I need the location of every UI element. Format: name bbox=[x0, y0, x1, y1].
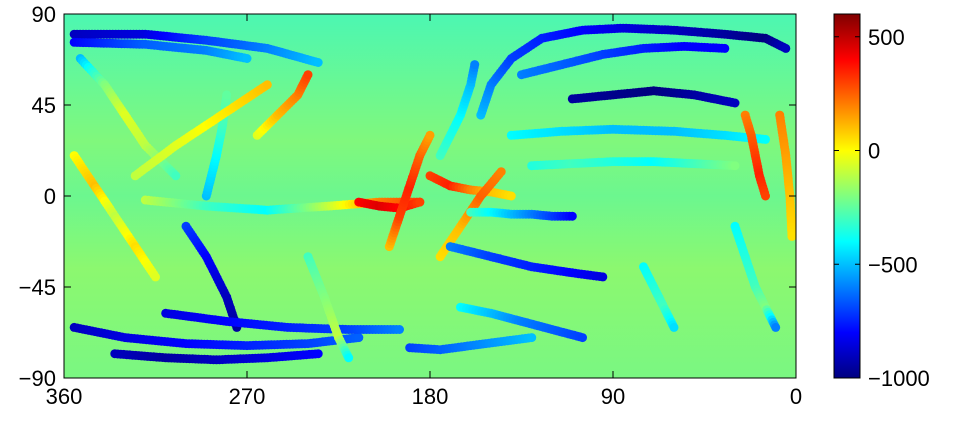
colorbar-tick-label: −1000 bbox=[868, 366, 930, 391]
data-point bbox=[354, 333, 364, 343]
data-point bbox=[720, 43, 730, 53]
y-tick-label: 90 bbox=[32, 2, 56, 27]
colorbar-tick-label: −500 bbox=[868, 252, 918, 277]
y-tick-label: 0 bbox=[44, 184, 56, 209]
data-point bbox=[415, 197, 425, 207]
colorbar-axis: 500 0 −500 −1000 bbox=[834, 25, 930, 391]
data-point bbox=[344, 353, 354, 363]
data-point bbox=[761, 134, 770, 144]
data-point bbox=[527, 333, 537, 343]
data-point bbox=[506, 191, 516, 201]
x-tick-label: 360 bbox=[46, 384, 83, 409]
colorbar bbox=[833, 13, 861, 379]
x-axis: 360 270 180 90 0 bbox=[46, 14, 802, 409]
data-point bbox=[151, 272, 160, 282]
data-point bbox=[567, 211, 577, 221]
colorbar-tick-label: 0 bbox=[868, 139, 880, 164]
data-point bbox=[578, 333, 587, 343]
data-point bbox=[730, 98, 740, 108]
y-tick-label: −90 bbox=[19, 366, 56, 391]
x-tick-label: 90 bbox=[601, 384, 625, 409]
data-point bbox=[496, 167, 506, 177]
data-point bbox=[171, 171, 181, 181]
data-point bbox=[262, 80, 272, 90]
data-point bbox=[395, 325, 404, 334]
y-tick-label: 45 bbox=[32, 93, 56, 118]
data-point bbox=[242, 54, 252, 63]
data-point bbox=[761, 191, 770, 201]
data-point bbox=[313, 58, 323, 67]
data-point bbox=[730, 161, 740, 171]
scatter-points bbox=[69, 23, 796, 365]
data-point bbox=[781, 43, 791, 53]
data-point bbox=[313, 349, 323, 359]
y-tick-label: −45 bbox=[19, 275, 56, 300]
data-point bbox=[222, 90, 232, 100]
x-tick-label: 180 bbox=[412, 384, 449, 409]
data-point bbox=[303, 70, 313, 80]
data-point bbox=[669, 322, 679, 332]
x-tick-label: 0 bbox=[790, 384, 802, 409]
data-point bbox=[787, 231, 796, 241]
y-axis: 90 45 0 −45 −90 bbox=[19, 2, 796, 391]
data-point bbox=[425, 130, 435, 140]
data-point bbox=[598, 272, 608, 282]
plot-background bbox=[64, 14, 796, 378]
data-point bbox=[470, 60, 480, 70]
colorbar-tick-label: 500 bbox=[868, 25, 905, 50]
x-tick-label: 270 bbox=[229, 384, 266, 409]
data-point bbox=[771, 322, 781, 332]
